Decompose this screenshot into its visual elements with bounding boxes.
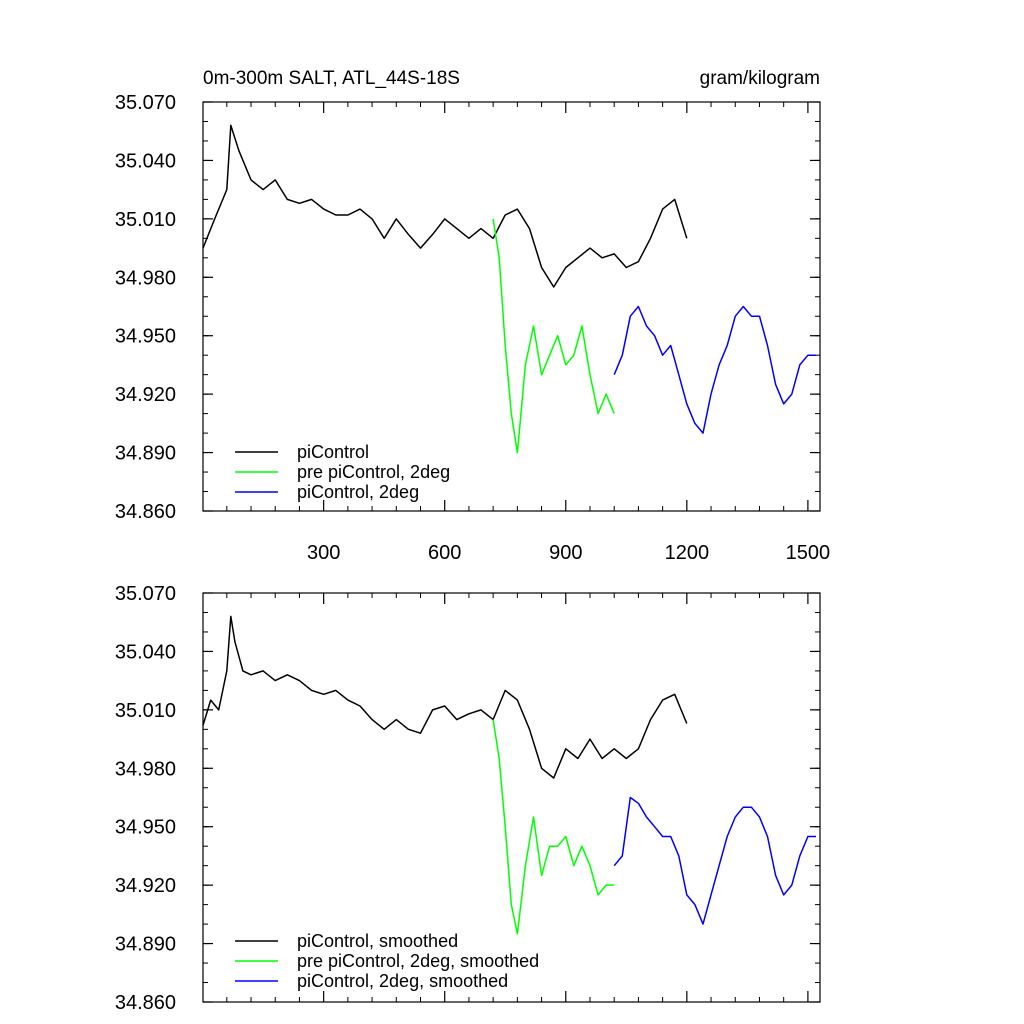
x-tick-label: 1200 (665, 542, 710, 564)
top-panel: 0m-300m SALT, ATL_44S-18S gram/kilogram … (115, 68, 830, 564)
y-tick-label: 35.040 (115, 150, 176, 172)
x-tick-label: 900 (549, 542, 582, 564)
plot-frame (202, 592, 821, 1003)
series-line-0 (202, 615, 688, 779)
chart-units: gram/kilogram (700, 68, 820, 89)
x-tick-label: 600 (428, 542, 461, 564)
y-tick-label: 34.920 (115, 384, 176, 406)
legend-label-0: piControl, smoothed (297, 931, 458, 951)
legend-label-2: piControl, 2deg, smoothed (297, 971, 508, 991)
legend-label-2: piControl, 2deg (297, 482, 419, 502)
y-tick-label: 34.980 (115, 758, 176, 780)
chart-title: 0m-300m SALT, ATL_44S-18S (203, 68, 460, 89)
y-tick-label: 35.010 (115, 209, 176, 231)
series-line-2 (613, 305, 816, 434)
y-tick-label: 34.980 (115, 267, 176, 289)
y-tick-label: 34.950 (115, 326, 176, 348)
y-tick-label: 35.040 (115, 641, 176, 663)
y-tick-label: 34.860 (115, 992, 176, 1014)
y-tick-label: 34.920 (115, 875, 176, 897)
x-tick-label: 300 (307, 542, 340, 564)
legend-label-1: pre piControl, 2deg (297, 462, 450, 482)
y-tick-label: 34.950 (115, 817, 176, 839)
y-tick-label: 34.860 (115, 501, 176, 523)
series-line-2 (613, 796, 816, 925)
legend-label-1: pre piControl, 2deg, smoothed (297, 951, 539, 971)
plot-frame (202, 101, 821, 512)
series-line-0 (202, 124, 688, 288)
y-tick-label: 35.010 (115, 700, 176, 722)
x-tick-label: 1500 (786, 542, 831, 564)
y-tick-label: 35.070 (115, 92, 176, 114)
bottom-panel: 34.860 34.890 34.920 34.950 34.980 35.010 35.0… (115, 583, 821, 1014)
y-tick-label: 34.890 (115, 934, 176, 956)
series-line-1 (492, 719, 615, 935)
series-line-1 (492, 218, 615, 454)
legend-label-0: piControl (297, 442, 369, 462)
y-tick-label: 35.070 (115, 583, 176, 605)
y-tick-label: 34.890 (115, 443, 176, 465)
